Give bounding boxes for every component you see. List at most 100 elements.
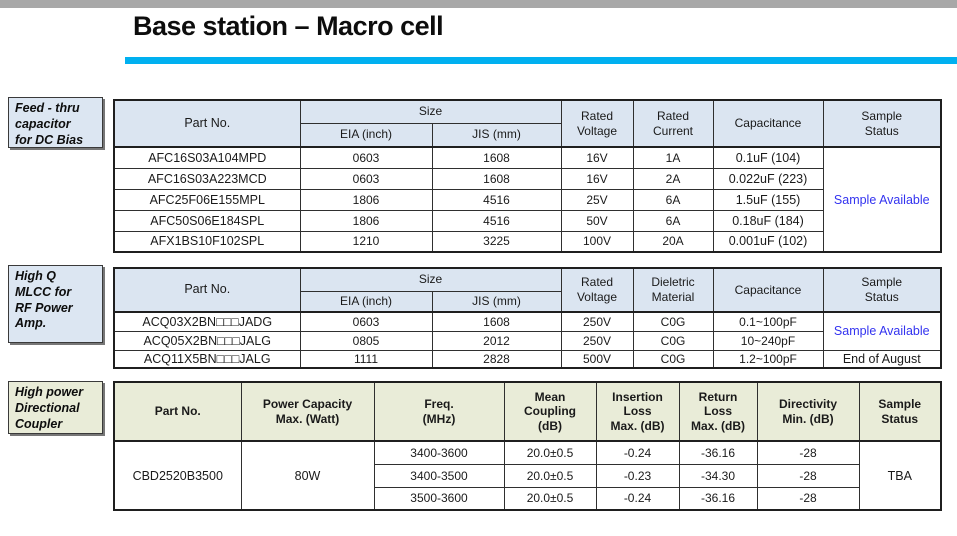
cell-return-loss: -36.16 bbox=[678, 440, 758, 465]
high-q-mlcc-table: Part No. Size Rated Voltage Dieletric Ma… bbox=[113, 267, 942, 369]
table-row: CBD2520B3500 80W 3400-3600 20.0±0.5 -0.2… bbox=[113, 440, 942, 511]
cell-eia: 1806 bbox=[299, 188, 433, 211]
col-header-eia: EIA (inch) bbox=[299, 290, 433, 313]
cell-rated-voltage: 500V bbox=[560, 349, 634, 369]
cell-jis: 4516 bbox=[431, 209, 562, 232]
col-header-sample-status: Sample Status bbox=[822, 267, 942, 313]
col-header-sample-status: Sample Status bbox=[858, 381, 942, 442]
cell-eia: 0603 bbox=[299, 146, 433, 169]
cell-dieletric: C0G bbox=[632, 311, 714, 332]
cell-return-loss: -36.16 bbox=[678, 486, 758, 511]
cell-directivity: -28 bbox=[756, 463, 860, 488]
section-label-directional-coupler: High power Directional Coupler bbox=[8, 381, 103, 434]
cell-jis: 1608 bbox=[431, 167, 562, 190]
cell-capacitance: 1.5uF (155) bbox=[712, 188, 824, 211]
cell-capacitance: 1.2~100pF bbox=[712, 349, 824, 369]
cell-rated-voltage: 25V bbox=[560, 188, 634, 211]
table-row: AFC16S03A223MCD 0603 1608 16V 2A 0.022uF… bbox=[113, 167, 941, 190]
cell-capacitance: 0.18uF (184) bbox=[712, 209, 824, 232]
col-header-part-no: Part No. bbox=[113, 381, 242, 442]
cell-power-capacity: 80W bbox=[240, 440, 375, 511]
table-row: AFC50S06E184SPL 1806 4516 50V 6A 0.18uF … bbox=[113, 209, 941, 232]
cell-eia: 1210 bbox=[299, 230, 433, 253]
col-header-mean-coupling: Mean Coupling (dB) bbox=[503, 381, 597, 442]
col-header-freq: Freq. (MHz) bbox=[373, 381, 505, 442]
col-header-capacitance: Capacitance bbox=[712, 267, 824, 313]
cell-rated-voltage: 50V bbox=[560, 209, 634, 232]
col-header-eia: EIA (inch) bbox=[299, 122, 433, 148]
cell-part-no: ACQ11X5BN□□□JALG bbox=[113, 349, 301, 369]
table-row: ACQ03X2BN□□□JADG 0603 1608 250V C0G 0.1~… bbox=[113, 311, 942, 351]
col-header-sample-status: Sample Status bbox=[822, 99, 942, 148]
cell-sample-status: TBA bbox=[858, 440, 942, 511]
cell-freq: 3400-3500 bbox=[373, 463, 505, 488]
cell-insertion-loss: -0.23 bbox=[595, 463, 680, 488]
table-row: AFX1BS10F102SPL 1210 3225 100V 20A 0.001… bbox=[113, 230, 941, 253]
cell-dieletric: C0G bbox=[632, 349, 714, 369]
cell-rated-voltage: 16V bbox=[560, 146, 634, 169]
cell-freq: 3400-3600 bbox=[373, 440, 505, 465]
cell-part-no: AFC50S06E184SPL bbox=[113, 209, 301, 232]
top-bar bbox=[0, 0, 957, 8]
cell-eia: 1111 bbox=[299, 349, 433, 369]
table-row: 3400-3500 20.0±0.5 -0.23 -34.30 -28 bbox=[114, 463, 941, 488]
col-header-rated-voltage: Rated Voltage bbox=[560, 99, 634, 148]
col-header-jis: JIS (mm) bbox=[431, 122, 562, 148]
cell-eia: 0603 bbox=[299, 167, 433, 190]
table-row: ACQ05X2BN□□□JALG 0805 2012 250V C0G 10~2… bbox=[113, 330, 941, 351]
cell-capacitance: 0.1uF (104) bbox=[712, 146, 824, 169]
cell-rated-voltage: 16V bbox=[560, 167, 634, 190]
cell-capacitance: 10~240pF bbox=[712, 330, 824, 351]
col-header-size: Size bbox=[299, 99, 562, 124]
cell-capacitance: 0.001uF (102) bbox=[712, 230, 824, 253]
cell-freq: 3500-3600 bbox=[373, 486, 505, 511]
cell-rated-current: 20A bbox=[632, 230, 714, 253]
cell-rated-voltage: 250V bbox=[560, 330, 634, 351]
header-subrow: EIA (inch) JIS (mm) bbox=[114, 122, 941, 148]
col-header-return-loss: Return Loss Max. (dB) bbox=[678, 381, 758, 442]
col-header-insertion-loss: Insertion Loss Max. (dB) bbox=[595, 381, 680, 442]
feed-thru-capacitor-table: Part No. Size Rated Voltage Rated Curren… bbox=[113, 99, 942, 253]
header-row: Part No. Power Capacity Max. (Watt) Freq… bbox=[113, 381, 942, 442]
table-row: ACQ11X5BN□□□JALG 1111 2828 500V C0G 1.2~… bbox=[113, 349, 942, 369]
cell-rated-voltage: 250V bbox=[560, 311, 634, 332]
cell-dieletric: C0G bbox=[632, 330, 714, 351]
cell-jis: 2828 bbox=[431, 349, 562, 369]
table-row: AFC16S03A104MPD 0603 1608 16V 1A 0.1uF (… bbox=[113, 146, 942, 253]
cell-return-loss: -34.30 bbox=[678, 463, 758, 488]
col-header-jis: JIS (mm) bbox=[431, 290, 562, 313]
page-title: Base station – Macro cell bbox=[133, 11, 444, 41]
col-header-dieletric-material: Dieletric Material bbox=[632, 267, 714, 313]
cell-rated-current: 2A bbox=[632, 167, 714, 190]
cell-part-no: AFC16S03A104MPD bbox=[113, 146, 301, 169]
cell-insertion-loss: -0.24 bbox=[595, 486, 680, 511]
cell-directivity: -28 bbox=[756, 440, 860, 465]
cell-sample-status: Sample Available bbox=[822, 146, 942, 253]
cell-mean-coupling: 20.0±0.5 bbox=[503, 486, 597, 511]
col-header-rated-current: Rated Current bbox=[632, 99, 714, 148]
table-row: AFC25F06E155MPL 1806 4516 25V 6A 1.5uF (… bbox=[113, 188, 941, 211]
cell-rated-voltage: 100V bbox=[560, 230, 634, 253]
cell-rated-current: 6A bbox=[632, 188, 714, 211]
cell-capacitance: 0.022uF (223) bbox=[712, 167, 824, 190]
cell-part-no: AFC25F06E155MPL bbox=[113, 188, 301, 211]
cell-directivity: -28 bbox=[756, 486, 860, 511]
cell-jis: 1608 bbox=[431, 311, 562, 332]
cell-jis: 4516 bbox=[431, 188, 562, 211]
cell-eia: 0805 bbox=[299, 330, 433, 351]
cell-capacitance: 0.1~100pF bbox=[712, 311, 824, 332]
header-row: Part No. Size Rated Voltage Rated Curren… bbox=[113, 99, 942, 148]
cell-mean-coupling: 20.0±0.5 bbox=[503, 440, 597, 465]
section-label-high-q-mlcc: High Q MLCC for RF Power Amp. bbox=[8, 265, 103, 343]
cell-part-no: AFX1BS10F102SPL bbox=[113, 230, 301, 253]
cell-rated-current: 1A bbox=[632, 146, 714, 169]
cell-part-no: AFC16S03A223MCD bbox=[113, 167, 301, 190]
col-header-capacitance: Capacitance bbox=[712, 99, 824, 148]
col-header-rated-voltage: Rated Voltage bbox=[560, 267, 634, 313]
cell-eia: 1806 bbox=[299, 209, 433, 232]
cell-part-no: ACQ03X2BN□□□JADG bbox=[113, 311, 301, 332]
header-row: Part No. Size Rated Voltage Dieletric Ma… bbox=[113, 267, 942, 313]
title-underline bbox=[125, 57, 957, 64]
directional-coupler-table: Part No. Power Capacity Max. (Watt) Freq… bbox=[113, 381, 942, 511]
table-row: 3500-3600 20.0±0.5 -0.24 -36.16 -28 bbox=[114, 486, 941, 511]
